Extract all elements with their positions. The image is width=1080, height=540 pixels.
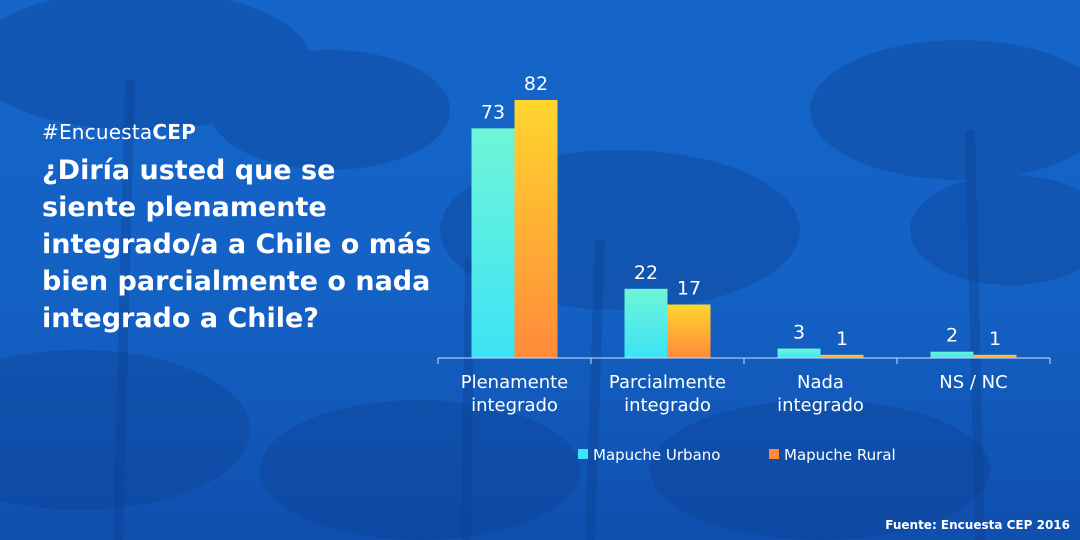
data-label: 73	[481, 101, 505, 123]
legend-label: Mapuche Urbano	[593, 446, 720, 464]
category-label: integrado	[471, 395, 558, 416]
category-label: Nada	[797, 372, 844, 393]
data-label: 1	[989, 328, 1001, 350]
bar-rural	[820, 354, 864, 358]
bar-urbano	[471, 128, 515, 358]
bar-urbano	[930, 351, 974, 358]
hashtag: #EncuestaCEP	[42, 120, 196, 144]
data-label: 17	[677, 278, 701, 300]
category-label: Plenamente	[461, 372, 569, 393]
legend-swatch-rural	[769, 449, 779, 459]
data-label: 2	[946, 325, 958, 347]
hashtag-emphasis: CEP	[152, 120, 196, 144]
data-label: 1	[836, 328, 848, 350]
bar-urbano	[777, 348, 821, 358]
legend-label: Mapuche Rural	[784, 446, 896, 464]
data-label: 22	[634, 262, 658, 284]
category-label: integrado	[624, 395, 711, 416]
category-label: NS / NC	[939, 372, 1007, 393]
survey-question: ¿Diría usted que se siente plenamente in…	[42, 155, 432, 334]
source-note: Fuente: Encuesta CEP 2016	[885, 518, 1070, 532]
data-label: 3	[793, 322, 805, 344]
data-label: 82	[524, 73, 548, 95]
bar-urbano	[624, 288, 668, 358]
category-label: integrado	[777, 395, 864, 416]
legend-swatch-urbano	[578, 449, 588, 459]
bar-rural	[514, 100, 558, 358]
bar-rural	[973, 354, 1017, 358]
hashtag-prefix: #Encuesta	[42, 120, 153, 144]
category-label: Parcialmente	[609, 372, 726, 393]
bar-rural	[667, 304, 711, 358]
